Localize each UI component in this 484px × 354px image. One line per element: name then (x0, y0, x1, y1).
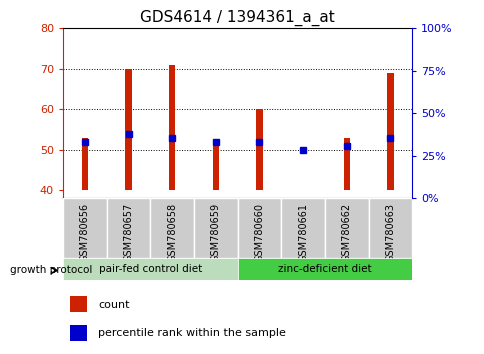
Bar (324, 198, 368, 258)
Text: growth protocol: growth protocol (10, 266, 92, 275)
Bar (150, 198, 194, 258)
Bar (168, 65, 175, 190)
Bar (194, 198, 237, 258)
Bar (368, 198, 411, 258)
Text: GSM780662: GSM780662 (341, 203, 351, 262)
Bar (70, 325, 87, 341)
Text: GSM780663: GSM780663 (385, 203, 394, 262)
Text: GSM780661: GSM780661 (298, 203, 307, 262)
Bar (212, 145, 219, 190)
Bar (281, 198, 324, 258)
Bar (256, 109, 262, 190)
Bar (70, 296, 87, 312)
Bar (106, 198, 150, 258)
Title: GDS4614 / 1394361_a_at: GDS4614 / 1394361_a_at (140, 9, 334, 25)
Text: percentile rank within the sample: percentile rank within the sample (98, 328, 285, 338)
Text: GSM780658: GSM780658 (167, 203, 177, 262)
Bar (81, 138, 88, 190)
Text: GSM780657: GSM780657 (123, 203, 133, 262)
Bar (386, 73, 393, 190)
Text: count: count (98, 299, 129, 310)
Text: pair-fed control diet: pair-fed control diet (99, 264, 201, 274)
Bar (63, 258, 237, 280)
Bar (343, 138, 349, 190)
Text: zinc-deficient diet: zinc-deficient diet (277, 264, 371, 274)
Bar (237, 198, 281, 258)
Bar (237, 258, 411, 280)
Text: GSM780660: GSM780660 (254, 203, 264, 262)
Bar (125, 69, 132, 190)
Text: GSM780659: GSM780659 (211, 203, 220, 262)
Bar (63, 198, 106, 258)
Text: GSM780656: GSM780656 (80, 203, 90, 262)
